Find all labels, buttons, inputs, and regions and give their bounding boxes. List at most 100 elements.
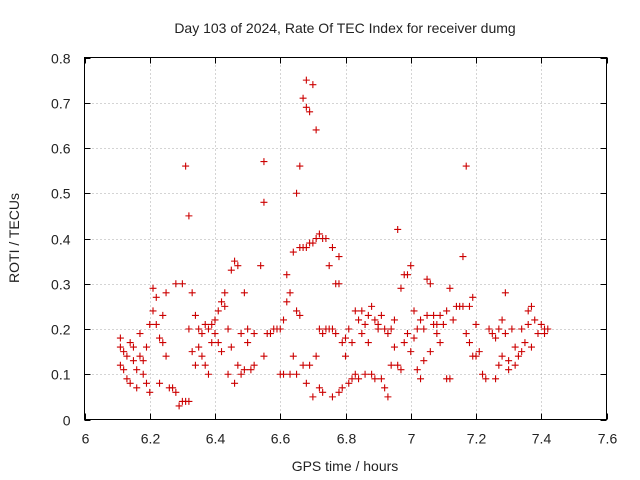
- data-point: [227, 266, 235, 274]
- data-point: [498, 352, 506, 360]
- data-point: [152, 293, 160, 301]
- data-point: [221, 289, 229, 297]
- data-point: [377, 311, 385, 319]
- data-point: [485, 325, 493, 333]
- data-point: [397, 284, 405, 292]
- data-point: [208, 339, 216, 347]
- data-point: [250, 330, 258, 338]
- data-point: [338, 384, 346, 392]
- data-point: [185, 325, 193, 333]
- data-point: [328, 244, 336, 252]
- data-point: [309, 239, 317, 247]
- data-point: [152, 320, 160, 328]
- data-point: [136, 330, 144, 338]
- data-point: [286, 289, 294, 297]
- data-point: [204, 325, 212, 333]
- data-point: [534, 330, 542, 338]
- data-point: [116, 343, 124, 351]
- data-point: [198, 352, 206, 360]
- data-point: [371, 375, 379, 383]
- x-tick-label: 6.4: [206, 431, 226, 447]
- data-point: [214, 307, 222, 315]
- data-point: [413, 325, 421, 333]
- y-tick-label: 0: [63, 413, 71, 429]
- data-point: [351, 307, 359, 315]
- data-point: [208, 320, 216, 328]
- data-point: [348, 375, 356, 383]
- data-point: [306, 108, 314, 116]
- data-point: [524, 307, 532, 315]
- y-tick-label: 0.3: [51, 277, 71, 293]
- data-point: [142, 379, 150, 387]
- x-tick-label: 6.2: [141, 431, 161, 447]
- data-point: [260, 198, 268, 206]
- data-point: [139, 370, 147, 378]
- data-point: [169, 384, 177, 392]
- data-point: [195, 325, 203, 333]
- data-points: [116, 76, 552, 410]
- grid-lines: [84, 57, 607, 420]
- data-point: [244, 325, 252, 333]
- data-point: [527, 302, 535, 310]
- data-point: [116, 361, 124, 369]
- x-tick-label: 6: [82, 431, 90, 447]
- data-point: [355, 316, 363, 324]
- data-point: [508, 325, 516, 333]
- data-point: [231, 257, 239, 265]
- x-tick-label: 6.6: [271, 431, 291, 447]
- data-point: [345, 379, 353, 387]
- data-point: [518, 348, 526, 356]
- y-tick-label: 0.7: [51, 96, 71, 112]
- data-point: [403, 330, 411, 338]
- data-point: [498, 316, 506, 324]
- x-tick-label: 7.6: [598, 431, 618, 447]
- data-point: [188, 348, 196, 356]
- data-point: [433, 320, 441, 328]
- data-point: [351, 370, 359, 378]
- data-point: [328, 325, 336, 333]
- data-point: [146, 320, 154, 328]
- data-point: [116, 334, 124, 342]
- y-tick-label: 0.2: [51, 322, 71, 338]
- data-point: [436, 339, 444, 347]
- data-point: [231, 379, 239, 387]
- data-point: [417, 316, 425, 324]
- data-point: [201, 361, 209, 369]
- plot-frame: [84, 57, 607, 420]
- data-point: [289, 352, 297, 360]
- data-point: [426, 280, 434, 288]
- data-point: [335, 253, 343, 261]
- data-point: [472, 320, 480, 328]
- data-point: [257, 262, 265, 270]
- data-point: [293, 307, 301, 315]
- data-point: [185, 397, 193, 405]
- data-point: [315, 325, 323, 333]
- data-point: [394, 361, 402, 369]
- data-point: [309, 81, 317, 89]
- data-point: [195, 343, 203, 351]
- data-point: [472, 352, 480, 360]
- data-point: [312, 126, 320, 134]
- data-point: [462, 330, 470, 338]
- data-point: [149, 307, 157, 315]
- data-point: [426, 348, 434, 356]
- data-point: [306, 361, 314, 369]
- data-point: [185, 212, 193, 220]
- data-point: [397, 366, 405, 374]
- data-point: [296, 311, 304, 319]
- data-point: [315, 230, 323, 238]
- data-point: [407, 262, 415, 270]
- data-point: [420, 325, 428, 333]
- data-point: [129, 343, 137, 351]
- data-point: [123, 352, 131, 360]
- data-point: [123, 375, 131, 383]
- data-point: [191, 311, 199, 319]
- data-point: [495, 361, 503, 369]
- data-point: [280, 370, 288, 378]
- data-point: [492, 375, 500, 383]
- data-point: [260, 158, 268, 166]
- data-point: [204, 370, 212, 378]
- y-tick-label: 0.4: [51, 232, 71, 248]
- data-point: [439, 320, 447, 328]
